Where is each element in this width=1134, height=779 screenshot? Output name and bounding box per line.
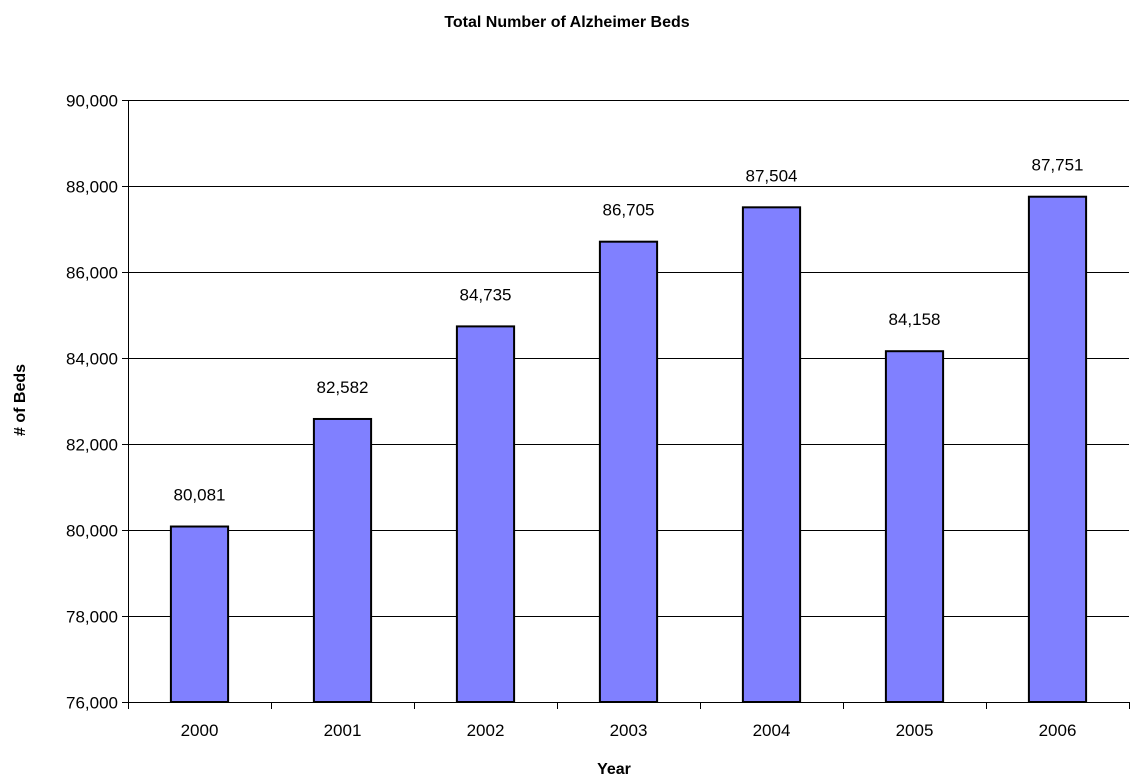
data-label: 86,705 [603, 201, 655, 220]
y-tick-label: 88,000 [66, 178, 118, 197]
data-label: 87,751 [1032, 156, 1084, 175]
x-tick-label: 2002 [467, 721, 505, 740]
y-tick-label: 78,000 [66, 608, 118, 627]
x-tick-label: 2005 [896, 721, 934, 740]
x-axis-title: Year [597, 761, 631, 778]
bar-2000 [169, 525, 230, 704]
y-tick-label: 82,000 [66, 436, 118, 455]
bar-2003 [598, 240, 659, 703]
x-tick-label: 2006 [1039, 721, 1077, 740]
bar-2004 [741, 206, 802, 703]
y-tick-label: 90,000 [66, 92, 118, 111]
bar-2005 [884, 350, 945, 703]
x-tick-label: 2004 [753, 721, 791, 740]
x-tick-label: 2001 [324, 721, 362, 740]
bar-2006 [1027, 195, 1088, 703]
y-tick-label: 86,000 [66, 264, 118, 283]
bars [169, 195, 1088, 704]
data-label: 82,582 [317, 378, 369, 397]
y-tick-label: 84,000 [66, 350, 118, 369]
data-label: 80,081 [174, 486, 226, 505]
labels: 76,000 78,000 80,000 82,000 84,000 86,000 88,0… [66, 92, 1084, 741]
data-label: 87,504 [746, 166, 798, 185]
bar-2001 [312, 417, 373, 703]
y-axis-title: # of Beds [12, 364, 29, 436]
bar-2002 [455, 325, 516, 703]
chart-title: Total Number of Alzheimer Beds [444, 14, 689, 31]
x-tick-label: 2000 [181, 721, 219, 740]
data-label: 84,735 [460, 285, 512, 304]
x-tick-label: 2003 [610, 721, 648, 740]
axes [122, 100, 1130, 709]
data-label: 84,158 [889, 310, 941, 329]
y-tick-label: 76,000 [66, 694, 118, 713]
y-tick-label: 80,000 [66, 522, 118, 541]
